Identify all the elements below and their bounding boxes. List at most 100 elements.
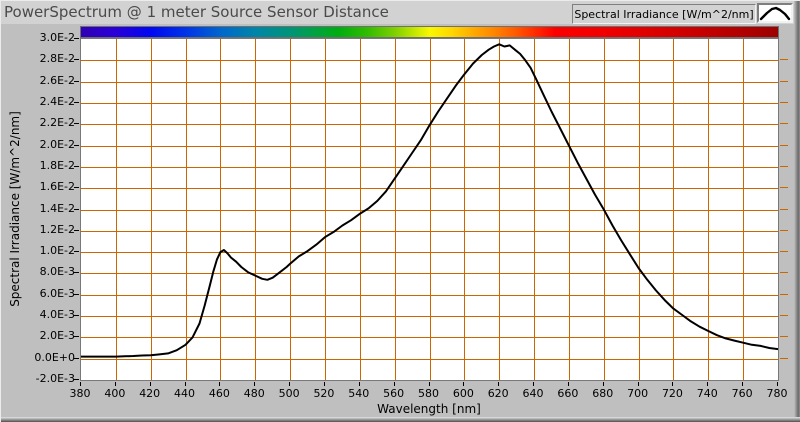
x-tick-mark — [777, 382, 778, 386]
y-tick-mark-right — [780, 230, 788, 231]
y-tick-label: 6.0E-3 — [39, 286, 75, 300]
y-tick-mark — [74, 294, 79, 295]
x-tick-mark — [638, 382, 639, 386]
x-tick-mark — [324, 382, 325, 386]
y-tick-mark — [74, 81, 79, 82]
y-tick-mark-right — [780, 358, 788, 359]
x-tick-mark — [359, 382, 360, 386]
x-tick-label: 400 — [104, 387, 126, 400]
y-tick-mark — [74, 315, 79, 316]
x-tick-label: 380 — [69, 387, 91, 400]
x-tick-label: 560 — [383, 387, 405, 400]
y-tick-label: 1.0E-2 — [39, 244, 75, 258]
y-axis-title: Spectral Irradiance [W/m^2/nm] — [8, 111, 22, 307]
y-tick-label: 2.4E-2 — [39, 94, 75, 108]
spectrum-curve — [80, 43, 779, 358]
y-tick-label: 2.0E-2 — [39, 137, 75, 151]
x-tick-mark — [394, 382, 395, 386]
x-tick-label: 680 — [592, 387, 614, 400]
y-tick-label: -2.0E-3 — [35, 372, 75, 385]
x-tick-label: 520 — [313, 387, 335, 400]
x-tick-mark — [463, 382, 464, 386]
x-tick-label: 640 — [522, 387, 544, 400]
y-tick-mark — [74, 251, 79, 252]
y-tick-mark-right — [780, 102, 788, 103]
wavelength-color-scale — [80, 26, 779, 38]
graph-header: PowerSpectrum @ 1 meter Source Sensor Di… — [1, 1, 800, 24]
x-tick-label: 440 — [174, 387, 196, 400]
y-tick-label: 1.6E-2 — [39, 180, 75, 194]
waveform-peak-icon[interactable] — [757, 3, 793, 23]
x-tick-label: 600 — [452, 387, 474, 400]
y-tick-mark — [74, 336, 79, 337]
x-tick-label: 540 — [348, 387, 370, 400]
x-tick-mark — [289, 382, 290, 386]
x-tick-mark — [672, 382, 673, 386]
x-tick-label: 740 — [696, 387, 718, 400]
y-tick-label: 2.6E-2 — [39, 73, 75, 87]
x-tick-label: 500 — [278, 387, 300, 400]
y-tick-mark-right — [780, 166, 788, 167]
y-tick-mark-right — [780, 272, 788, 273]
y-tick-label: 2.8E-2 — [39, 52, 75, 66]
y-tick-mark — [74, 358, 79, 359]
y-tick-mark — [74, 379, 79, 380]
x-tick-mark — [254, 382, 255, 386]
x-tick-label: 580 — [418, 387, 439, 400]
y-tick-label: 8.0E-3 — [39, 265, 75, 279]
x-tick-mark — [115, 382, 116, 386]
y-tick-label: 1.2E-2 — [39, 222, 75, 236]
graph-title: PowerSpectrum @ 1 meter Source Sensor Di… — [4, 3, 389, 21]
y-tick-mark — [74, 209, 79, 210]
y-tick-mark — [74, 102, 79, 103]
x-tick-label: 720 — [661, 387, 683, 400]
y-tick-mark — [74, 123, 79, 124]
x-tick-mark — [498, 382, 499, 386]
spectrum-plot-canvas — [80, 39, 779, 380]
y-tick-label: 3.0E-2 — [39, 31, 75, 44]
x-tick-label: 780 — [766, 387, 788, 400]
x-tick-mark — [568, 382, 569, 386]
y-tick-mark — [74, 187, 79, 188]
x-tick-mark — [429, 382, 430, 386]
window-right-bevel — [794, 1, 800, 422]
y-tick-mark-right — [780, 209, 788, 210]
x-axis-title: Wavelength [nm] — [377, 402, 481, 416]
y-tick-mark-right — [780, 294, 788, 295]
y-tick-label: 4.0E-3 — [39, 308, 75, 322]
x-tick-label: 480 — [243, 387, 265, 400]
y-tick-mark-right — [780, 59, 788, 60]
y-tick-mark — [74, 166, 79, 167]
legend-waveform-glyph — [759, 6, 791, 21]
x-tick-label: 700 — [627, 387, 649, 400]
y-tick-mark-right — [780, 145, 788, 146]
y-tick-mark — [74, 38, 79, 39]
legend-label: Spectral Irradiance [W/m^2/nm] — [574, 7, 754, 21]
x-tick-mark — [533, 382, 534, 386]
x-tick-label: 660 — [557, 387, 579, 400]
y-tick-label: 1.8E-2 — [39, 158, 75, 172]
legend-plot-item[interactable]: Spectral Irradiance [W/m^2/nm] — [572, 4, 756, 24]
y-tick-label: 2.0E-3 — [39, 329, 75, 343]
y-tick-mark — [74, 59, 79, 60]
y-tick-label: 0.0E+0 — [34, 350, 75, 364]
x-tick-mark — [80, 382, 81, 386]
x-tick-mark — [603, 382, 604, 386]
x-tick-label: 460 — [208, 387, 230, 400]
y-tick-mark-right — [780, 123, 788, 124]
x-tick-mark — [219, 382, 220, 386]
y-tick-mark — [74, 272, 79, 273]
y-tick-mark-right — [780, 81, 788, 82]
y-tick-mark — [74, 230, 79, 231]
x-tick-mark — [185, 382, 186, 386]
x-tick-label: 420 — [139, 387, 161, 400]
x-tick-label: 760 — [731, 387, 753, 400]
y-tick-label: 2.2E-2 — [39, 116, 75, 130]
y-tick-mark-right — [780, 251, 788, 252]
y-tick-mark-right — [780, 187, 788, 188]
x-tick-label: 620 — [487, 387, 509, 400]
y-tick-mark — [74, 145, 79, 146]
y-tick-label: 1.4E-2 — [39, 201, 75, 215]
x-tick-mark — [707, 382, 708, 386]
